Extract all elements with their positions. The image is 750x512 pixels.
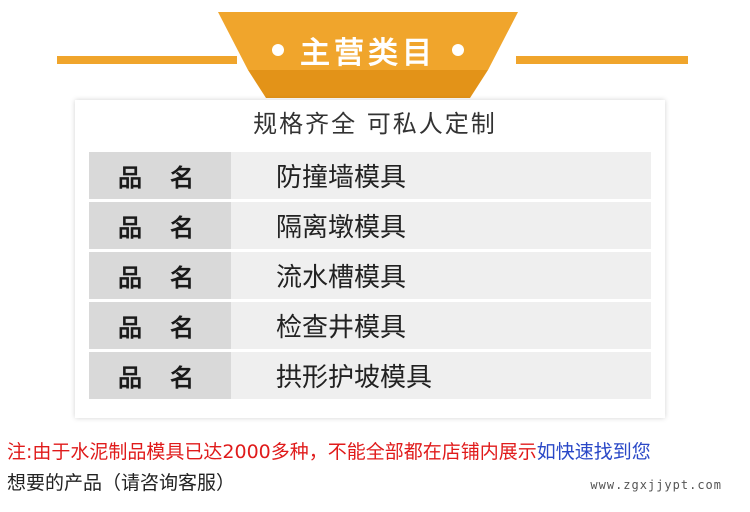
footnote: 注:由于水泥制品模具已达2000多种，不能全部都在店铺内展示如快速找到您 想要的… bbox=[7, 437, 747, 499]
header-line-right bbox=[516, 56, 688, 64]
banner-shape bbox=[218, 12, 518, 98]
row-label: 品名 bbox=[89, 352, 231, 399]
watermark: www.zgxjjypt.com bbox=[590, 478, 722, 492]
row-label: 品名 bbox=[89, 302, 231, 349]
section-title: 主营类目 bbox=[218, 24, 518, 76]
row-label: 品名 bbox=[89, 252, 231, 299]
row-value: 检查井模具 bbox=[231, 302, 651, 349]
row-value: 隔离墩模具 bbox=[231, 202, 651, 249]
section-title-text: 主营类目 bbox=[300, 36, 436, 71]
row-value: 防撞墙模具 bbox=[231, 152, 651, 199]
table-row: 品名 防撞墙模具 bbox=[89, 152, 651, 199]
row-value: 拱形护坡模具 bbox=[231, 352, 651, 399]
bullet-dot-icon bbox=[452, 44, 464, 56]
footnote-black: 想要的产品（请咨询客服） bbox=[7, 472, 236, 494]
subtitle: 规格齐全 可私人定制 bbox=[253, 110, 497, 138]
product-table: 品名 防撞墙模具 品名 隔离墩模具 品名 流水槽模具 品名 检查井模具 品名 拱… bbox=[89, 152, 651, 402]
bullet-dot-icon bbox=[272, 44, 284, 56]
header-banner: 主营类目 bbox=[218, 12, 518, 98]
table-row: 品名 流水槽模具 bbox=[89, 252, 651, 299]
row-label: 品名 bbox=[89, 152, 231, 199]
row-label: 品名 bbox=[89, 202, 231, 249]
row-value: 流水槽模具 bbox=[231, 252, 651, 299]
table-row: 品名 拱形护坡模具 bbox=[89, 352, 651, 399]
footnote-blue: 如快速找到您 bbox=[536, 441, 651, 463]
footnote-red: 注:由于水泥制品模具已达2000多种，不能全部都在店铺内展示 bbox=[7, 441, 537, 463]
table-row: 品名 隔离墩模具 bbox=[89, 202, 651, 249]
header-line-left bbox=[57, 56, 237, 64]
table-row: 品名 检查井模具 bbox=[89, 302, 651, 349]
